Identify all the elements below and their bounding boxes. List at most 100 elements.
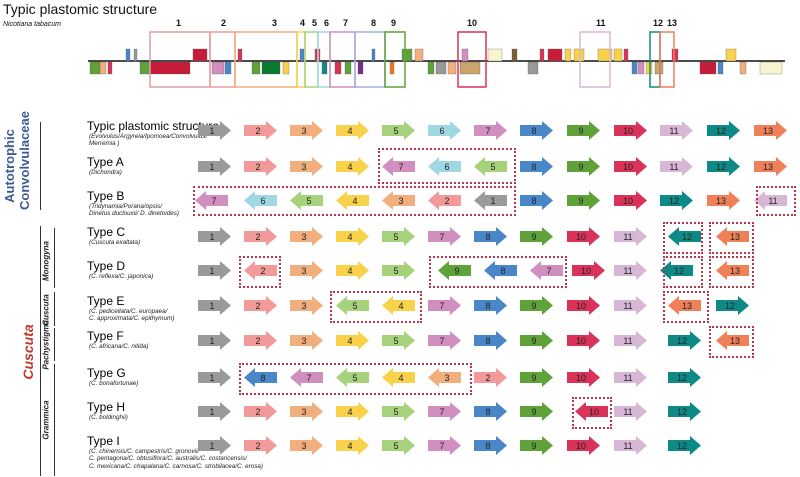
gene-block-number: 12: [681, 231, 692, 242]
row-title: Type H: [87, 400, 126, 414]
region-number-4: 4: [300, 18, 305, 28]
gene-block: [89, 61, 101, 75]
gene-block-arrow: 5: [382, 227, 415, 246]
gene-block-number: 12: [715, 161, 726, 172]
gene-block-arrow: 4: [336, 436, 369, 455]
gene-block-arrow: 13: [754, 157, 787, 176]
gene-block-number: 5: [352, 300, 358, 311]
gene-block-arrow: 8: [474, 402, 507, 421]
gene-block: [547, 48, 563, 62]
gene-block-number: 9: [578, 125, 584, 136]
gene-block-number: 12: [668, 195, 679, 206]
region-number-7: 7: [343, 18, 348, 28]
gene-block-arrow: 2: [428, 191, 461, 210]
gene-block-number: 8: [531, 161, 537, 172]
gene-block: [564, 48, 572, 62]
rearrangement-box: [709, 222, 754, 254]
gene-block-number: 10: [575, 300, 586, 311]
gene-block-arrow: 1: [198, 296, 231, 315]
gene-block: [334, 61, 342, 75]
region-number-6: 6: [324, 18, 329, 28]
gene-block-number: 12: [724, 300, 735, 311]
gene-block-number: 12: [715, 125, 726, 136]
gene-block-number: 5: [393, 231, 399, 242]
gene-block-number: 6: [444, 161, 450, 172]
gene-block-number: 4: [398, 300, 404, 311]
gene-block: [125, 48, 131, 62]
gene-block: [527, 61, 539, 75]
gene-block-arrow: 12: [660, 261, 693, 280]
gene-block-arrow: 11: [614, 402, 647, 421]
rearrangement-box: [330, 291, 422, 323]
gene-block-number: 3: [398, 195, 404, 206]
gene-block-arrow: 2: [244, 261, 277, 280]
gene-block-number: 12: [676, 372, 687, 383]
gene-block-number: 11: [623, 440, 633, 451]
row-title: Type D: [87, 259, 126, 273]
gene-block-number: 9: [531, 300, 537, 311]
region-box-12: [649, 31, 661, 88]
gene-block-arrow: 11: [614, 368, 647, 387]
gene-block-number: 5: [393, 265, 399, 276]
gene-block-number: 7: [485, 125, 491, 136]
gene-block-number: 8: [485, 335, 491, 346]
gene-block-arrow: 4: [336, 331, 369, 350]
gene-block-number: 9: [531, 440, 537, 451]
gene-block-arrow: 1: [198, 121, 231, 140]
gene-block-arrow: 12: [668, 436, 701, 455]
gene-block-arrow: 11: [754, 191, 787, 210]
gene-block-number: 10: [575, 440, 586, 451]
gene-block-arrow: 1: [198, 157, 231, 176]
gene-block: [344, 61, 352, 75]
gene-block-arrow: 3: [290, 331, 323, 350]
gene-block: [671, 48, 679, 62]
gene-block-number: 1: [209, 335, 215, 346]
gene-block-number: 7: [211, 195, 217, 206]
gene-block-number: 1: [490, 195, 496, 206]
gene-block-arrow: 8: [474, 227, 507, 246]
gene-block: [371, 48, 376, 62]
gene-block-arrow: 4: [336, 227, 369, 246]
gene-block-number: 1: [209, 265, 215, 276]
gene-block-number: 1: [209, 372, 215, 383]
gene-block-arrow: 13: [707, 191, 740, 210]
row-species: (Tridynamia/Porana/opsis/: [89, 203, 163, 210]
gene-block-number: 8: [485, 300, 491, 311]
gene-block-number: 1: [209, 406, 215, 417]
gene-block-arrow: 4: [336, 402, 369, 421]
gene-block-arrow: 9: [520, 296, 553, 315]
gene-block-arrow: 7: [428, 436, 461, 455]
gene-block-number: 3: [301, 161, 307, 172]
gene-block-arrow: 3: [428, 368, 461, 387]
gene-block-number: 10: [588, 406, 599, 417]
rearrangement-box: [378, 148, 516, 184]
gene-block: [299, 48, 305, 62]
gene-block-number: 9: [578, 161, 584, 172]
region-number-1: 1: [176, 18, 181, 28]
gene-block: [717, 61, 724, 75]
gene-block-arrow: 13: [754, 121, 787, 140]
gene-block-arrow: 6: [428, 157, 461, 176]
gene-block: [511, 48, 518, 62]
gene-block-number: 10: [622, 195, 633, 206]
gene-block-number: 10: [575, 372, 586, 383]
row-species: C. pentagona/C. obtusiflora/C. australis…: [89, 455, 247, 463]
row-species: (C. bonafortunae): [89, 380, 139, 387]
gene-block-number: 10: [622, 125, 633, 136]
region-number-13: 13: [667, 18, 677, 28]
gene-block: [573, 48, 585, 62]
gene-block-arrow: 9: [520, 368, 553, 387]
region-number-5: 5: [312, 18, 317, 28]
gene-block-number: 5: [306, 195, 312, 206]
gene-block-number: 5: [490, 161, 496, 172]
region-number-11: 11: [596, 18, 606, 28]
row-species: C. mexicana/C. chapalana/C. carnosa/C. s…: [89, 462, 263, 470]
row-title: Type B: [87, 189, 125, 203]
gene-block-number: 1: [209, 161, 215, 172]
gene-block: [637, 61, 645, 75]
gene-block-number: 7: [439, 335, 445, 346]
genome-map: 1 2 3 4 5 6 7 8 9 10 11 12 13: [88, 18, 785, 88]
gene-block: [597, 48, 613, 62]
gene-block: [282, 61, 290, 75]
gene-block-arrow: 2: [244, 227, 277, 246]
